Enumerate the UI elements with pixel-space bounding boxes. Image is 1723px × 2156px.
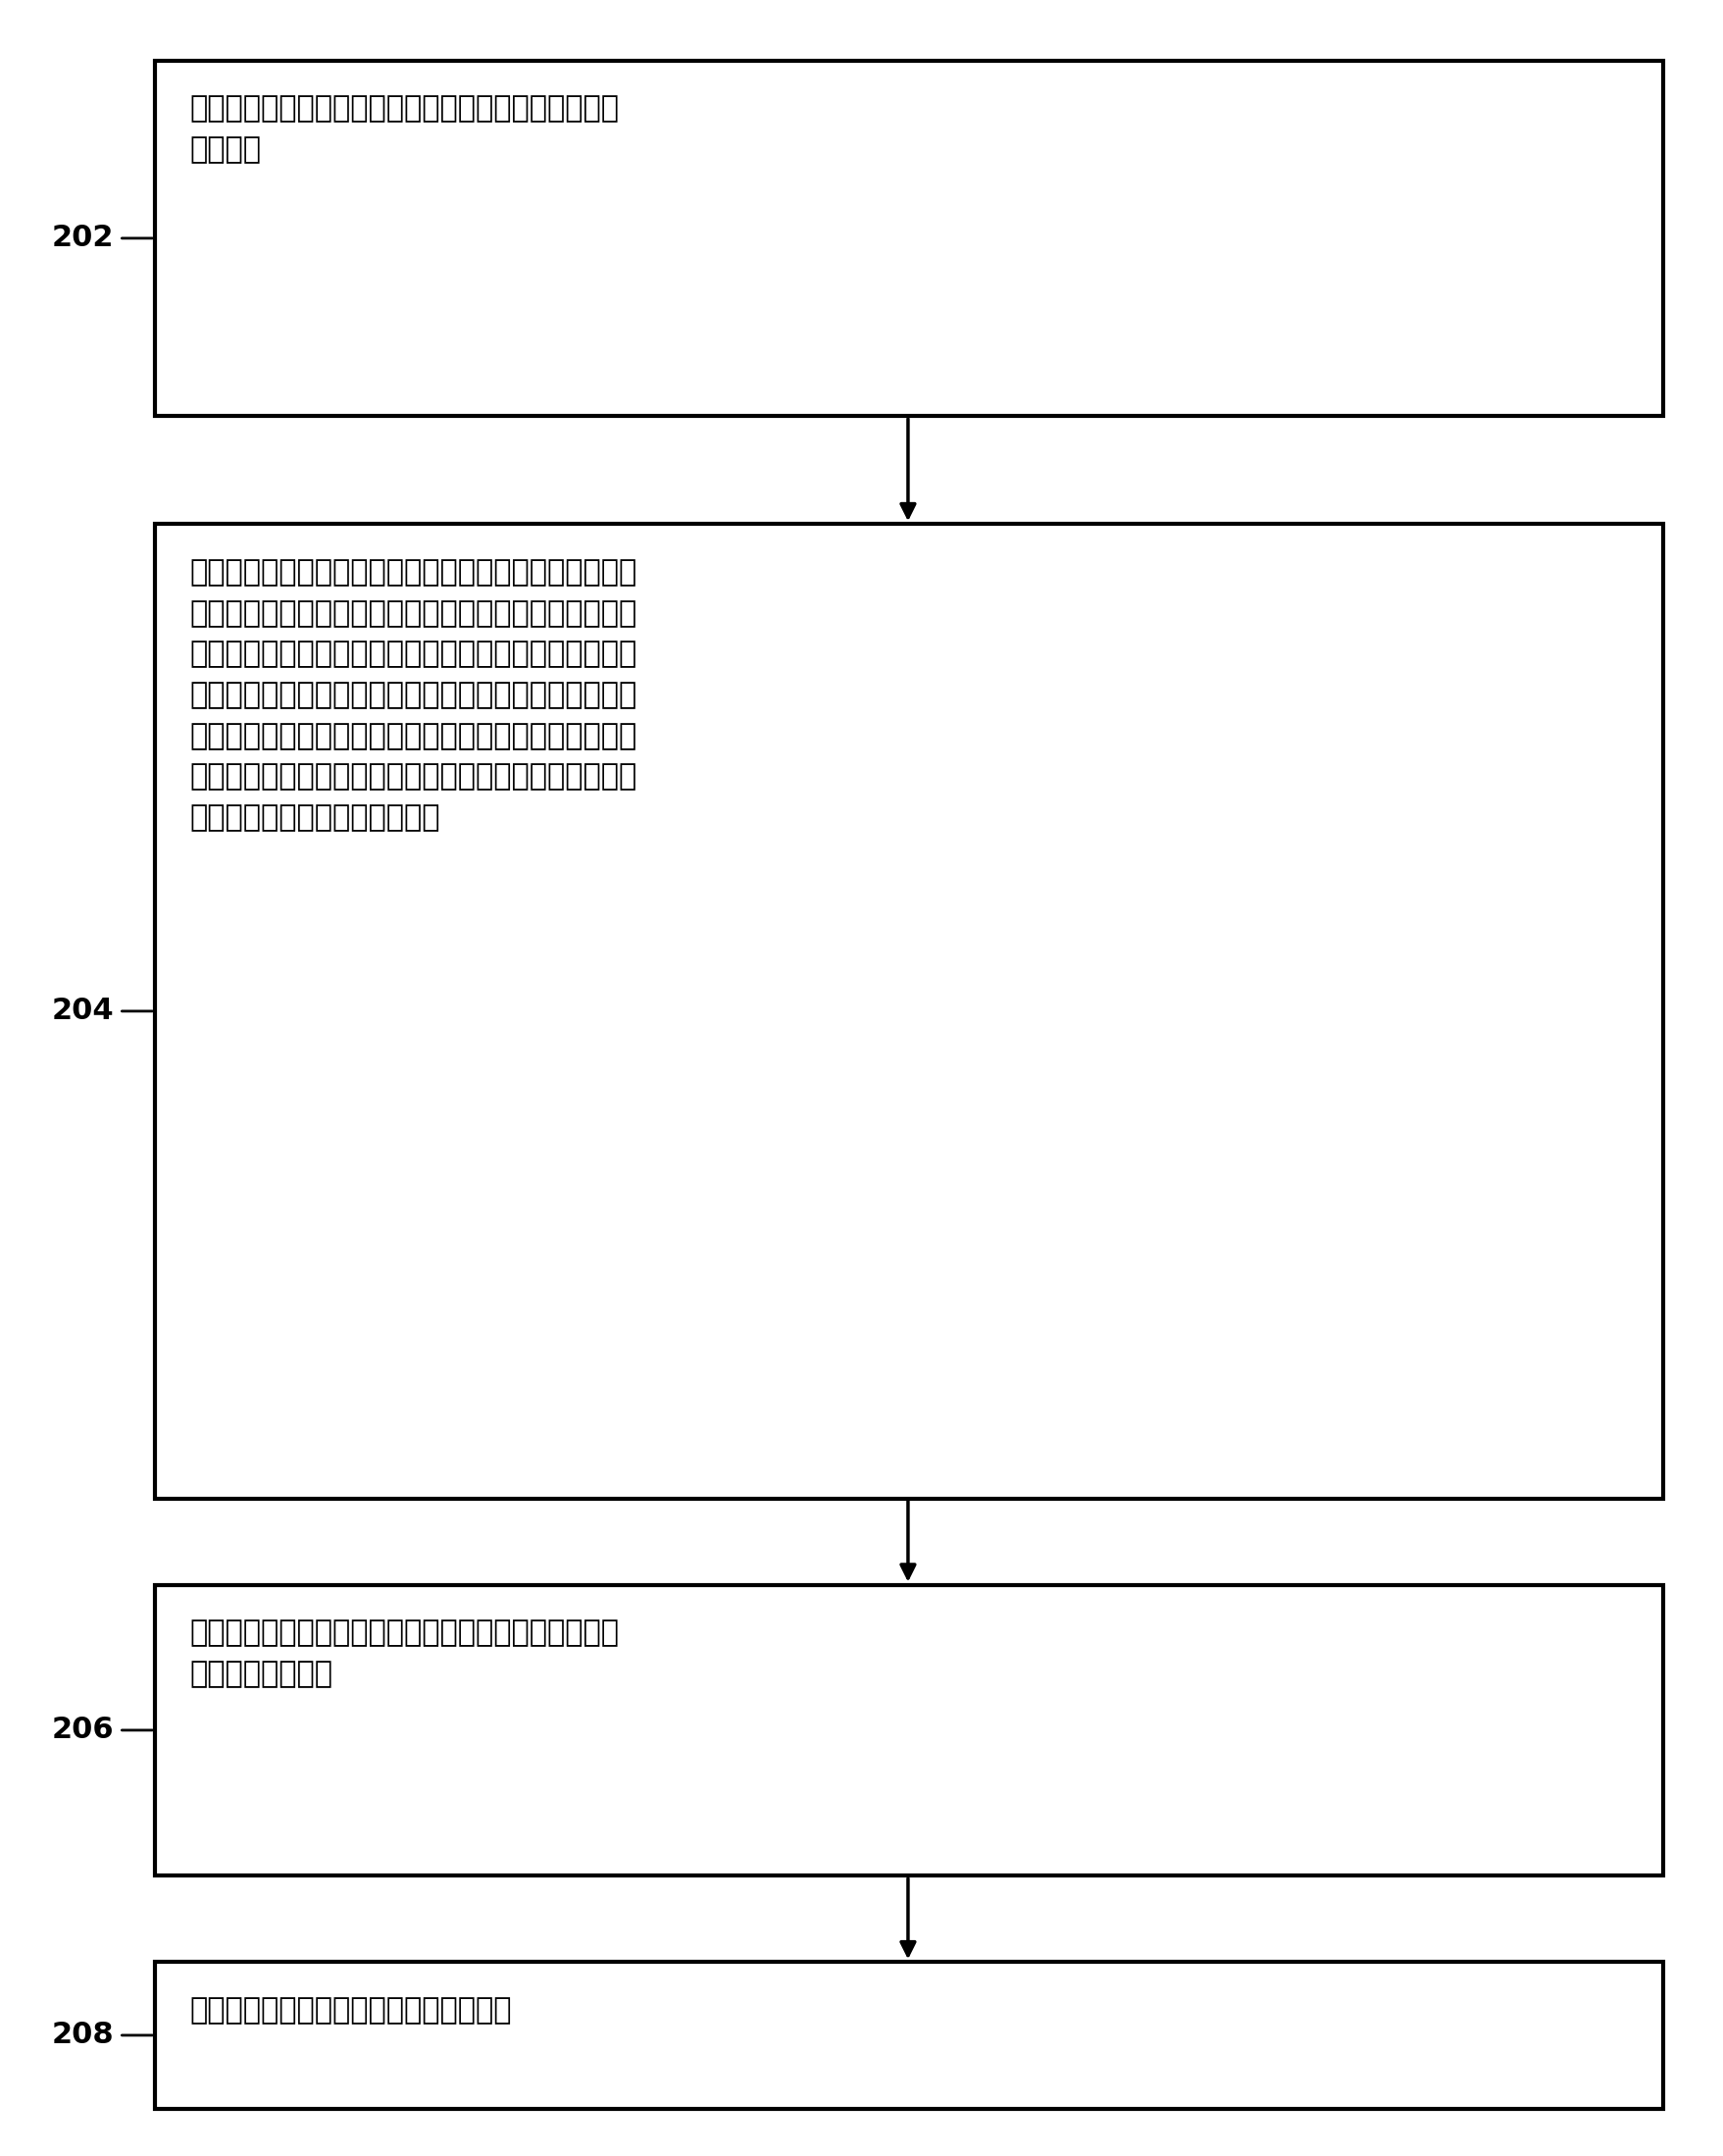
Text: 206: 206 [52, 1716, 114, 1744]
Bar [155, 60, 1663, 416]
Text: 204: 204 [52, 996, 114, 1026]
Text: 在阳极和阴极之间施加一足以使阴极将二氧化碳还原为
羧酸中间体的电势: 在阳极和阴极之间施加一足以使阴极将二氧化碳还原为 羧酸中间体的电势 [190, 1619, 619, 1688]
Text: 208: 208 [52, 2020, 114, 2050]
Text: 在电化学电池的第一隔室中引入一液体，该第一隔室包
括一阳极: 在电化学电池的第一隔室中引入一液体，该第一隔室包 括一阳极 [190, 95, 619, 164]
Bar [155, 524, 1663, 1498]
Bar [155, 1585, 1663, 1876]
Text: 在电化学电池的第二隔室中引入二氧化碳，该第二隔室包
括一电解质溶液、一阴极以及一同质杂环胺催化剂，该阴
极选自镉、镉合金、钴、钴合金、镍、镍合金、铬、铬合
金、: 在电化学电池的第二隔室中引入二氧化碳，该第二隔室包 括一电解质溶液、一阴极以及一… [190, 558, 638, 832]
Text: 使羧酸中间体与氢气相接触生成反应产物: 使羧酸中间体与氢气相接触生成反应产物 [190, 1996, 512, 2024]
Text: 202: 202 [52, 224, 114, 252]
Bar [155, 1962, 1663, 2109]
